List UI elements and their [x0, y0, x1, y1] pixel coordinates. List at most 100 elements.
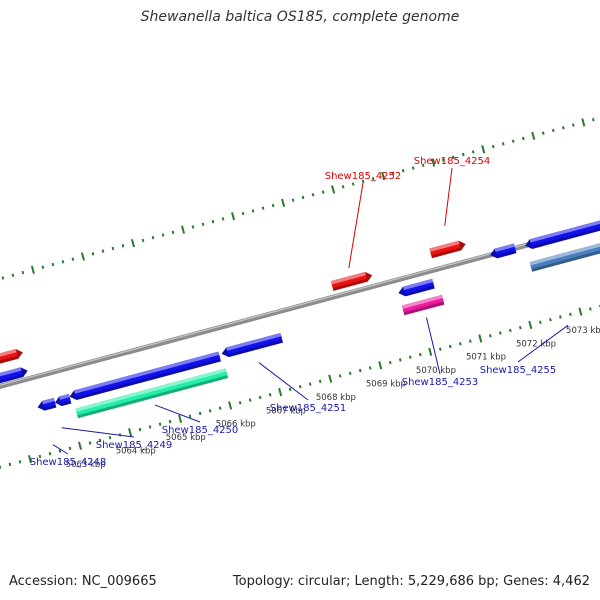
lower-minor-tick	[338, 374, 342, 378]
gene-label: Shew185_4255	[480, 365, 557, 376]
upper-minor-tick	[541, 131, 545, 135]
upper-minor-tick	[161, 233, 165, 237]
lower-minor-tick	[518, 326, 522, 330]
lower-minor-tick	[198, 411, 202, 416]
upper-minor-tick	[71, 257, 75, 261]
upper-major-tick	[231, 212, 236, 221]
upper-minor-tick	[571, 123, 575, 127]
upper-minor-tick	[11, 273, 15, 277]
scale-label: 5067 kbp	[266, 406, 306, 416]
lower-minor-tick	[408, 355, 412, 359]
gene-arrow	[398, 278, 435, 297]
upper-minor-tick	[551, 128, 555, 133]
lower-minor-tick	[488, 334, 492, 338]
gene-arrow	[429, 240, 466, 259]
upper-minor-tick	[61, 260, 65, 264]
lower-minor-tick	[18, 460, 22, 464]
upper-minor-tick	[221, 217, 225, 221]
upper-minor-tick	[521, 136, 525, 141]
upper-minor-tick	[271, 203, 275, 208]
lower-minor-tick	[418, 352, 422, 357]
lower-major-tick	[578, 307, 583, 316]
upper-minor-tick	[511, 139, 515, 143]
lower-minor-tick	[398, 358, 402, 362]
lower-minor-tick	[298, 384, 302, 389]
gene-face	[76, 371, 228, 416]
upper-minor-tick	[51, 262, 55, 267]
upper-major-tick	[80, 252, 85, 261]
lower-major-tick	[328, 374, 333, 383]
lower-minor-tick	[168, 419, 172, 424]
upper-minor-tick	[351, 182, 355, 186]
lower-minor-tick	[448, 344, 452, 349]
accession-text: Accession: NC_009665	[9, 574, 157, 589]
lower-minor-tick	[68, 446, 72, 451]
gene-face	[403, 282, 434, 294]
upper-minor-tick	[371, 177, 375, 181]
gene-label: Shew185_4251	[270, 403, 347, 414]
backbone-line	[0, 223, 600, 389]
leader-line	[258, 362, 309, 401]
lower-minor-tick	[498, 331, 502, 335]
gene-face	[530, 221, 600, 247]
upper-minor-tick	[261, 206, 265, 210]
scale-label: 5068 kbp	[316, 393, 356, 403]
backbone-highlight	[0, 223, 600, 386]
lower-major-tick	[278, 387, 283, 397]
leader-line	[61, 427, 135, 438]
upper-major-tick	[381, 171, 386, 181]
lower-minor-tick	[138, 427, 142, 432]
upper-minor-tick	[91, 252, 95, 256]
lower-minor-tick	[318, 379, 322, 384]
leader-line	[154, 404, 201, 423]
gene-arrow	[0, 349, 23, 374]
gene-arrow	[69, 351, 221, 401]
gene-face	[331, 275, 367, 288]
upper-minor-tick	[141, 238, 145, 243]
upper-major-tick	[481, 145, 486, 154]
lower-minor-tick	[559, 315, 562, 319]
upper-major-tick	[181, 225, 186, 234]
lower-minor-tick	[308, 382, 312, 386]
gene-face	[59, 397, 71, 404]
scale-label: 5071 kbp	[466, 353, 506, 363]
upper-minor-tick	[111, 246, 115, 251]
gene-arrow	[0, 367, 28, 392]
lower-minor-tick	[188, 414, 192, 418]
lower-minor-tick	[368, 366, 372, 370]
gene-label: Shew185_4250	[162, 425, 239, 436]
upper-major-tick	[531, 131, 536, 140]
upper-minor-tick	[301, 195, 305, 200]
gene-face	[402, 298, 444, 313]
gene-highlight	[402, 278, 434, 291]
upper-minor-tick	[151, 236, 155, 240]
upper-minor-tick	[491, 144, 495, 149]
upper-minor-tick	[321, 190, 325, 194]
upper-minor-tick	[411, 166, 415, 170]
tick-marks-layer	[0, 118, 600, 469]
upper-major-tick	[431, 158, 436, 167]
lower-minor-tick	[8, 462, 12, 467]
gene-highlight	[42, 397, 55, 405]
upper-minor-tick	[211, 219, 215, 224]
gene-highlight	[59, 393, 70, 400]
upper-minor-tick	[461, 152, 465, 157]
lower-major-tick	[78, 441, 83, 450]
lower-minor-tick	[58, 449, 62, 453]
lower-minor-tick	[88, 441, 92, 445]
upper-minor-tick	[421, 163, 425, 168]
lower-major-tick	[178, 414, 183, 424]
lower-minor-tick	[108, 435, 112, 440]
gene-highlight	[0, 349, 17, 367]
upper-minor-tick	[291, 198, 295, 202]
scale-labels-layer: 5063 kbp 5064 kbp 5065 kbp 5066 kbp 5067 kbp…	[66, 326, 600, 470]
lower-minor-tick	[288, 387, 292, 392]
gene-highlight	[75, 368, 227, 412]
gene-arrow	[490, 243, 517, 259]
lower-minor-tick	[468, 339, 472, 343]
leader-line	[348, 182, 364, 269]
gene-highlight	[226, 332, 282, 351]
gene-face	[42, 401, 56, 408]
lower-minor-tick	[548, 317, 552, 322]
